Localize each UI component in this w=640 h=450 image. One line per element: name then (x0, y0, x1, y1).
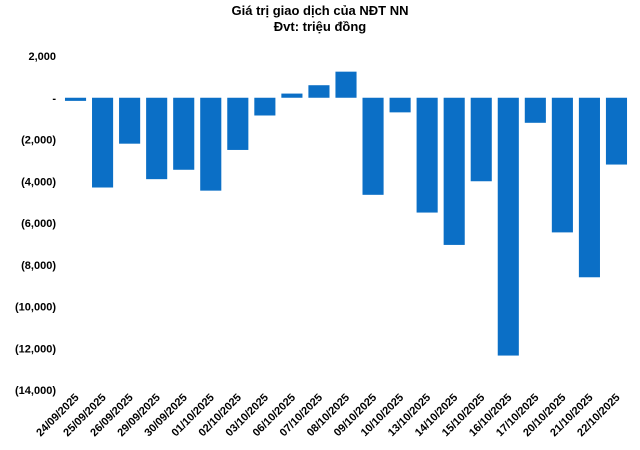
bar (416, 97, 438, 213)
y-tick-label: (6,000) (21, 218, 56, 230)
bar (605, 97, 628, 165)
bar (119, 97, 141, 144)
chart-subtitle: Đvt: triệu đồng (274, 19, 366, 34)
bar (92, 97, 114, 188)
bar (254, 97, 276, 116)
y-tick-label: (4,000) (21, 176, 56, 188)
bars (64, 71, 628, 356)
bar (173, 97, 195, 170)
bar (470, 97, 492, 182)
bar (497, 97, 519, 356)
y-tick-label: (12,000) (15, 343, 56, 355)
bar (578, 97, 600, 278)
y-tick-label: (2,000) (21, 135, 56, 147)
bar (281, 93, 303, 98)
bar (551, 97, 573, 233)
bar (524, 97, 546, 123)
bar (227, 97, 249, 150)
bar (335, 71, 357, 98)
y-tick-label: (14,000) (15, 385, 56, 397)
x-axis-ticks: 24/09/202525/09/202526/09/202529/09/2025… (34, 392, 622, 439)
chart-title: Giá trị giao dịch của NĐT NN (232, 3, 409, 18)
y-tick-label: (8,000) (21, 260, 56, 272)
bar (64, 97, 87, 101)
y-tick-label: 2,000 (28, 51, 56, 63)
y-axis-ticks: 2,000 - (2,000) (4,000) (6,000) (8,000) (10,00… (15, 51, 56, 397)
bar (443, 97, 465, 245)
y-tick-label: - (52, 93, 56, 105)
bar (200, 97, 222, 191)
bar (308, 85, 330, 98)
bar (389, 97, 411, 113)
y-tick-label: (10,000) (15, 302, 56, 314)
bar (146, 97, 168, 180)
bar (362, 97, 384, 195)
